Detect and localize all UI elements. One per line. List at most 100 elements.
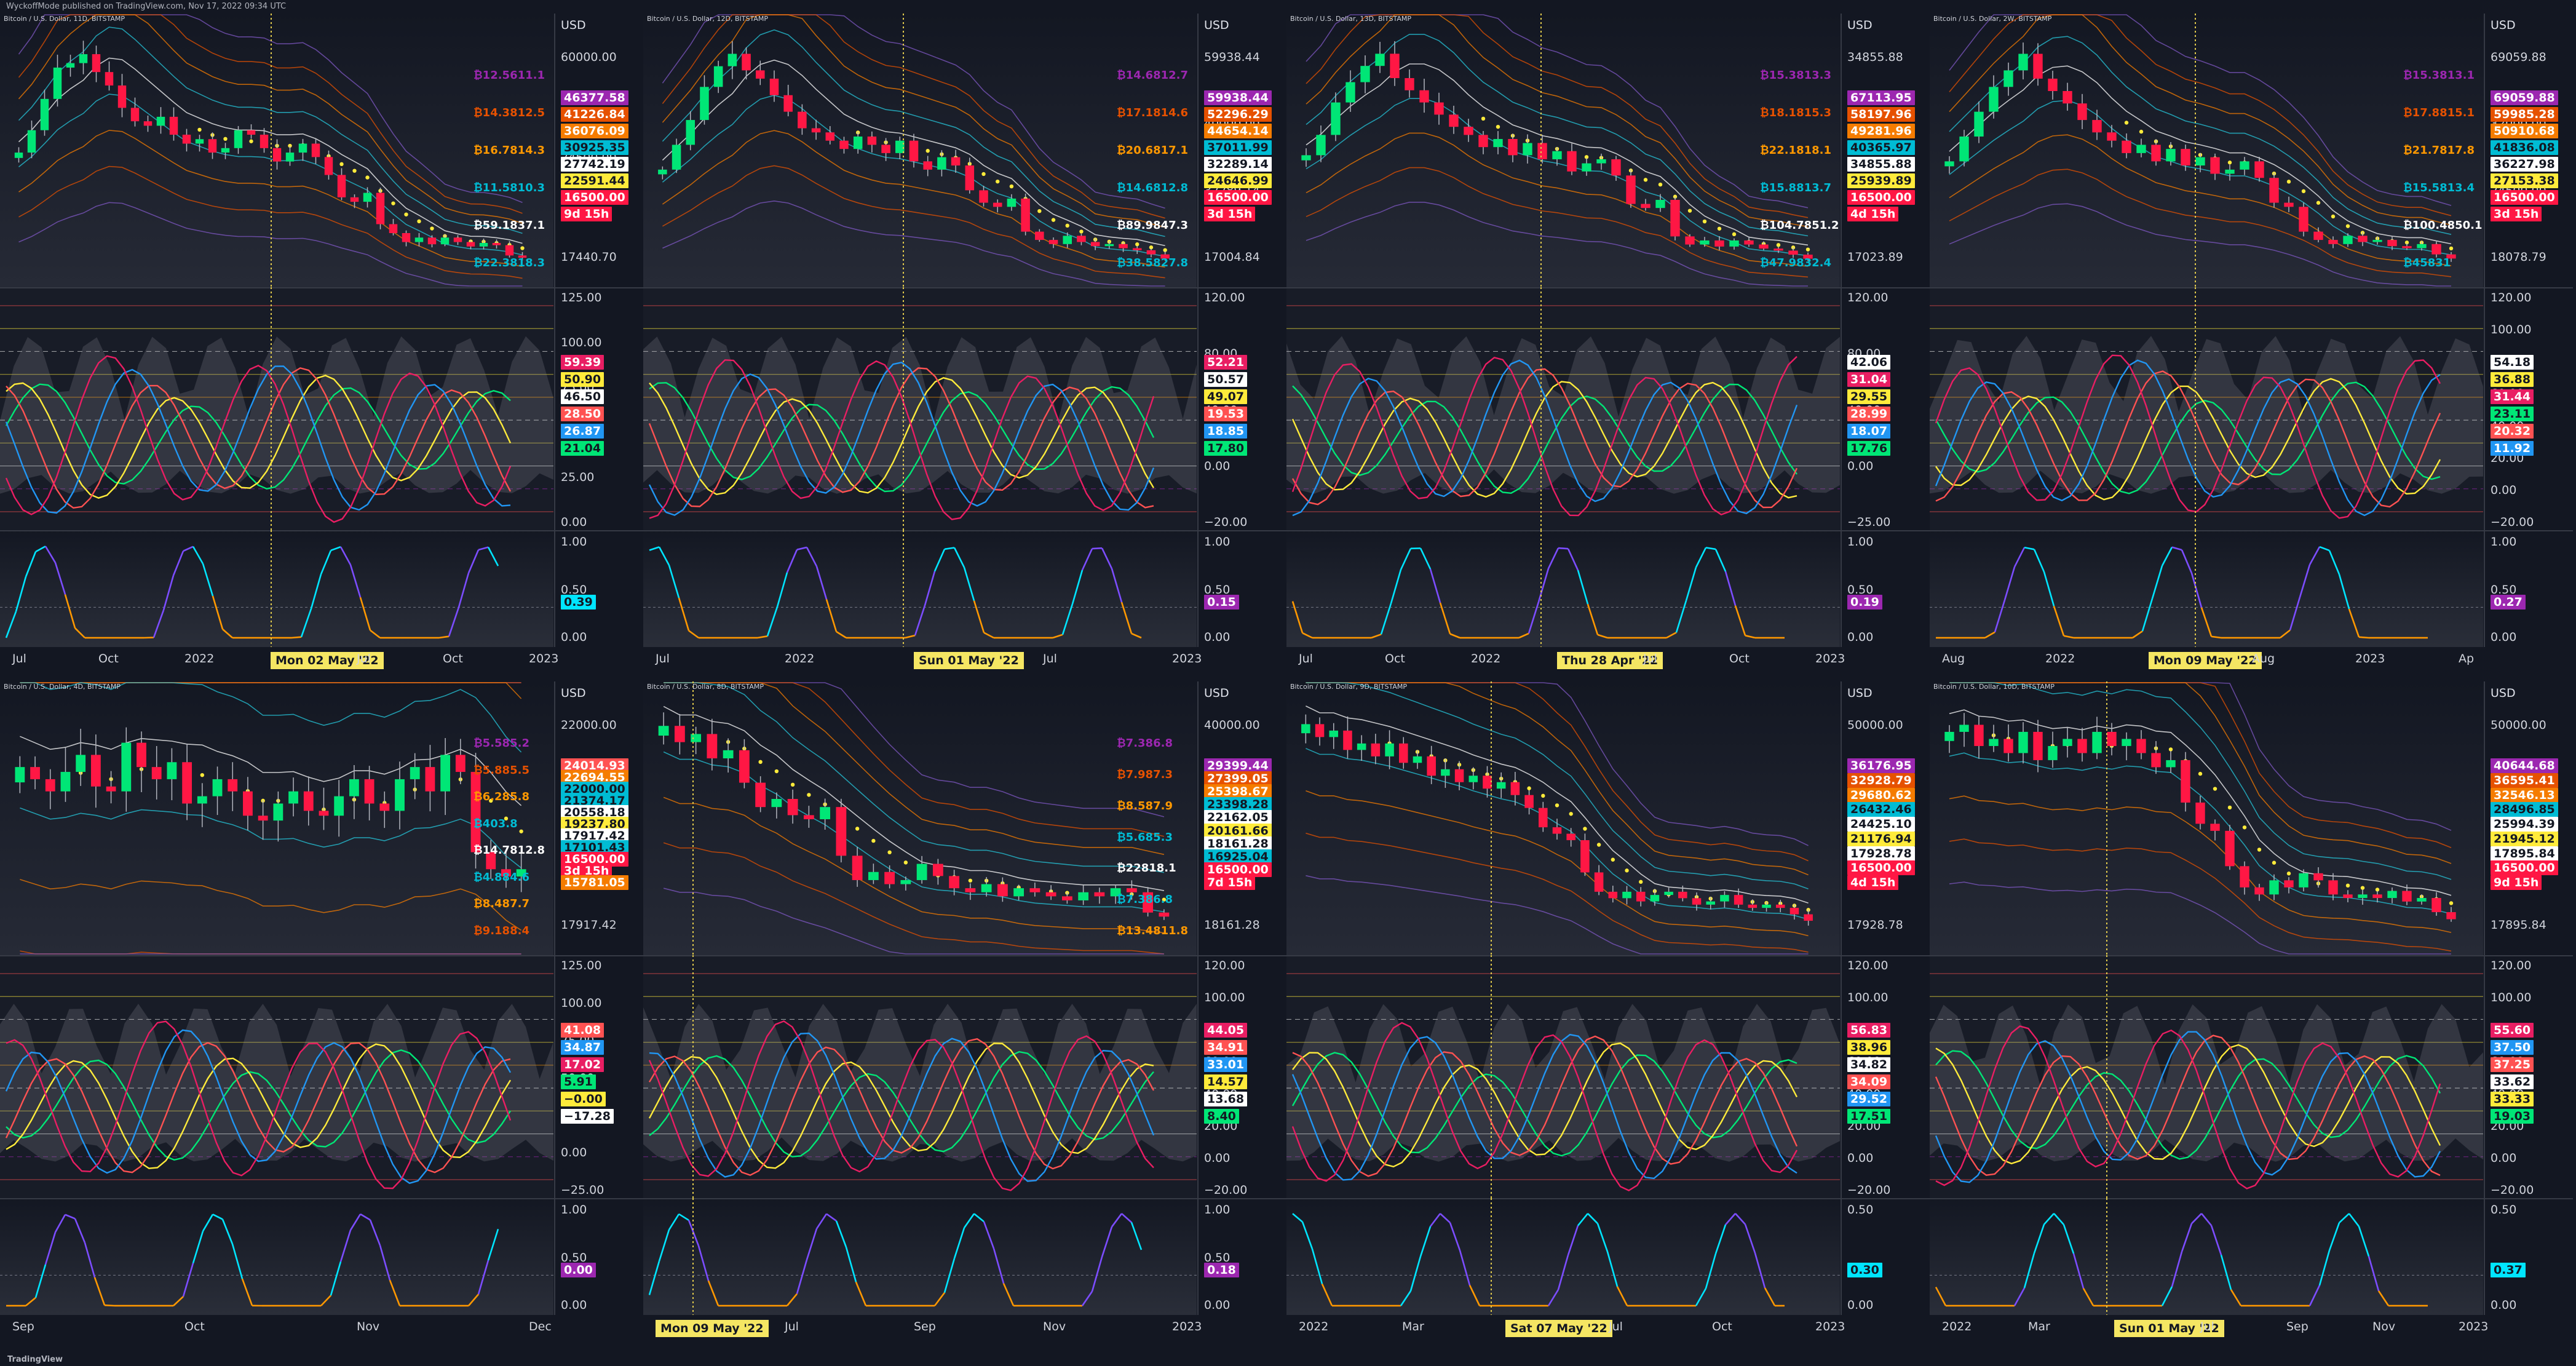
momentum-line-segment bbox=[914, 605, 926, 636]
time-axis[interactable]: 2022 Mar Sat 07 May '22 Jul Oct 2023 bbox=[1286, 1315, 1930, 1340]
time-axis[interactable]: 2022 Mar Sun 01 May '22 Jul Sep Nov 2023 bbox=[1930, 1315, 2573, 1340]
momentum-line-segment bbox=[1301, 1221, 1314, 1250]
price-tag: 20161.66 bbox=[1204, 823, 1272, 838]
momentum-line-segment bbox=[953, 547, 965, 568]
candle-body bbox=[2269, 178, 2279, 203]
oscillator-svg bbox=[1286, 287, 1930, 530]
oscillator-pane[interactable]: 120.0080.0040.000.00−25.0042.0631.0429.5… bbox=[1286, 287, 1930, 530]
lower-indicator-pane[interactable]: 1.00 0.50 0.00 0.15 bbox=[643, 530, 1286, 647]
candle-body bbox=[1146, 250, 1156, 255]
candle-body bbox=[1944, 731, 1954, 741]
time-axis[interactable]: Aug 2022 Mon 09 May '22 Aug 2023 Ap bbox=[1930, 647, 2573, 672]
candle-body bbox=[2284, 202, 2294, 207]
momentum-line-segment bbox=[1705, 1253, 1717, 1289]
oscillator-axis-label: −20.00 bbox=[1847, 1183, 1891, 1197]
price-pane[interactable]: Bitcoin / U.S. Dollar, 13D, BITSTAMP USD 3… bbox=[1286, 14, 1930, 287]
oscillator-pane[interactable]: 125.00100.0075.0050.0025.000.0059.3950.9… bbox=[0, 287, 643, 530]
price-pane[interactable]: Bitcoin / U.S. Dollar, 4D, BITSTAMP USD 22… bbox=[0, 681, 643, 955]
moving-average-dot bbox=[1702, 219, 1707, 224]
momentum-line-segment bbox=[2368, 1256, 2380, 1292]
oscillator-tag: 11.92 bbox=[2491, 441, 2534, 456]
momentum-line-segment bbox=[221, 1218, 234, 1245]
candle-body bbox=[1315, 724, 1325, 737]
lower-indicator-pane[interactable]: 1.00 0.50 0.00 0.39 bbox=[0, 530, 643, 647]
momentum-line-segment bbox=[1725, 1213, 1736, 1226]
price-pane[interactable]: Bitcoin / U.S. Dollar, 12D, BITSTAMP USD 5… bbox=[643, 14, 1286, 287]
lower-indicator-pane[interactable]: 0.50 0.00 0.37 bbox=[1930, 1198, 2573, 1315]
price-pane[interactable]: Bitcoin / U.S. Dollar, 10D, BITSTAMP USD 5… bbox=[1930, 681, 2573, 955]
lower-indicator-pane[interactable]: 0.50 0.00 0.30 bbox=[1286, 1198, 1930, 1315]
time-axis[interactable]: Mon 09 May '22 Jul Sep Nov 2023 bbox=[643, 1315, 1286, 1340]
momentum-line-segment bbox=[796, 546, 807, 550]
currency-label: USD bbox=[1847, 686, 1873, 700]
oscillator-axis-label: −25.00 bbox=[1847, 515, 1891, 529]
candle-body bbox=[979, 190, 988, 203]
momentum-line-segment bbox=[796, 1259, 808, 1295]
oscillator-pane[interactable]: 125.00100.0075.0050.0025.000.00−25.0041.… bbox=[0, 955, 643, 1198]
time-axis[interactable]: Jul 2022 Sun 01 May '22 Jul 2023 bbox=[643, 647, 1286, 672]
price-tag: 17928.78 bbox=[1847, 846, 1915, 861]
candle-body bbox=[2077, 739, 2087, 753]
momentum-line-segment bbox=[2191, 1213, 2202, 1225]
oscillator-axis-label: 120.00 bbox=[1204, 959, 1245, 972]
moving-average-dot bbox=[2345, 883, 2350, 888]
oscillator-pane[interactable]: 120.00100.0080.0060.0040.0020.000.00−20.… bbox=[1930, 287, 2573, 530]
oscillator-pane[interactable]: 120.00100.0080.0060.0040.0020.000.00−20.… bbox=[1286, 955, 1930, 1198]
momentum-line-segment bbox=[1449, 633, 1460, 639]
lower-indicator-pane[interactable]: 1.00 0.50 0.00 0.00 bbox=[0, 1198, 643, 1315]
momentum-line-segment bbox=[339, 546, 352, 565]
price-pane[interactable]: Bitcoin / U.S. Dollar, 9D, BITSTAMP USD 50… bbox=[1286, 681, 1930, 955]
candle-body bbox=[2343, 236, 2353, 244]
price-pane[interactable]: Bitcoin / U.S. Dollar, 11D, BITSTAMP USD 6… bbox=[0, 14, 643, 287]
oscillator-axis-label: 120.00 bbox=[1847, 291, 1888, 304]
band-value-label: ₿4.884.6 bbox=[474, 870, 529, 884]
candle-body bbox=[923, 161, 932, 170]
lower-indicator-pane[interactable]: 1.00 0.50 0.00 0.27 bbox=[1930, 530, 2573, 647]
oscillator-tag: 13.68 bbox=[1204, 1092, 1248, 1106]
price-axis-label: 69059.88 bbox=[2491, 50, 2546, 64]
candle-body bbox=[2122, 140, 2131, 153]
oscillator-pane[interactable]: 120.0080.0040.000.00−20.0052.2150.5749.0… bbox=[643, 287, 1286, 530]
price-axis-label: 17917.42 bbox=[561, 918, 617, 932]
lower-indicator-pane[interactable]: 1.00 0.50 0.00 0.19 bbox=[1286, 530, 1930, 647]
lower-value-tag: 0.18 bbox=[1204, 1262, 1239, 1277]
candle-body bbox=[197, 796, 207, 804]
time-axis[interactable]: Jul Oct 2022 Mon 02 May '22 Jul Oct 2023 bbox=[0, 647, 643, 672]
price-axis-label: 18078.79 bbox=[2491, 250, 2546, 264]
moving-average-dot bbox=[981, 172, 986, 177]
moving-average-dot bbox=[352, 169, 357, 173]
time-axis-label: Jul bbox=[12, 652, 26, 665]
momentum-line-segment bbox=[389, 1279, 401, 1306]
momentum-line-segment bbox=[786, 549, 798, 573]
price-axis-label: 40000.00 bbox=[1204, 718, 1260, 732]
candle-body bbox=[881, 145, 890, 153]
oscillator-pane[interactable]: 120.00100.0080.0060.0040.0020.000.00−20.… bbox=[1930, 955, 2573, 1198]
momentum-line-segment bbox=[1131, 632, 1142, 639]
momentum-line-segment bbox=[2171, 546, 2182, 551]
time-axis[interactable]: Jul Oct 2022 Thu 28 Apr '22 Jul Oct 2023 bbox=[1286, 647, 1930, 672]
candle-body bbox=[1343, 730, 1352, 750]
envelope-band-line bbox=[1306, 790, 1809, 937]
lower-indicator-pane[interactable]: 1.00 0.50 0.00 0.18 bbox=[643, 1198, 1286, 1315]
candle-body bbox=[414, 237, 424, 242]
envelope-band-line bbox=[18, 26, 523, 234]
candle-body bbox=[1449, 114, 1459, 127]
candle-body bbox=[1582, 163, 1591, 172]
candle-body bbox=[1706, 901, 1715, 905]
momentum-line-segment bbox=[330, 546, 341, 552]
chart-title: Bitcoin / U.S. Dollar, 9D, BITSTAMP bbox=[1290, 683, 1407, 691]
candle-body bbox=[1078, 892, 1089, 900]
candle-body bbox=[1773, 248, 1783, 251]
oscillator-line bbox=[648, 1038, 1155, 1177]
momentum-line-segment bbox=[458, 573, 470, 608]
moving-average-dot bbox=[288, 143, 292, 148]
price-pane[interactable]: Bitcoin / U.S. Dollar, 2W, BITSTAMP USD 69… bbox=[1930, 14, 2573, 287]
price-tag: 27399.05 bbox=[1204, 771, 1272, 787]
price-pane[interactable]: Bitcoin / U.S. Dollar, 8D, BITSTAMP USD 40… bbox=[643, 681, 1286, 955]
moving-average-dot bbox=[2375, 888, 2380, 892]
oscillator-axis-label: 100.00 bbox=[1204, 991, 1245, 1005]
candle-body bbox=[1622, 891, 1631, 899]
candle-body bbox=[981, 884, 992, 892]
oscillator-pane[interactable]: 120.00100.0080.0060.0040.0020.000.00−20.… bbox=[643, 955, 1286, 1198]
time-axis[interactable]: Sep Oct Nov Dec bbox=[0, 1315, 643, 1340]
